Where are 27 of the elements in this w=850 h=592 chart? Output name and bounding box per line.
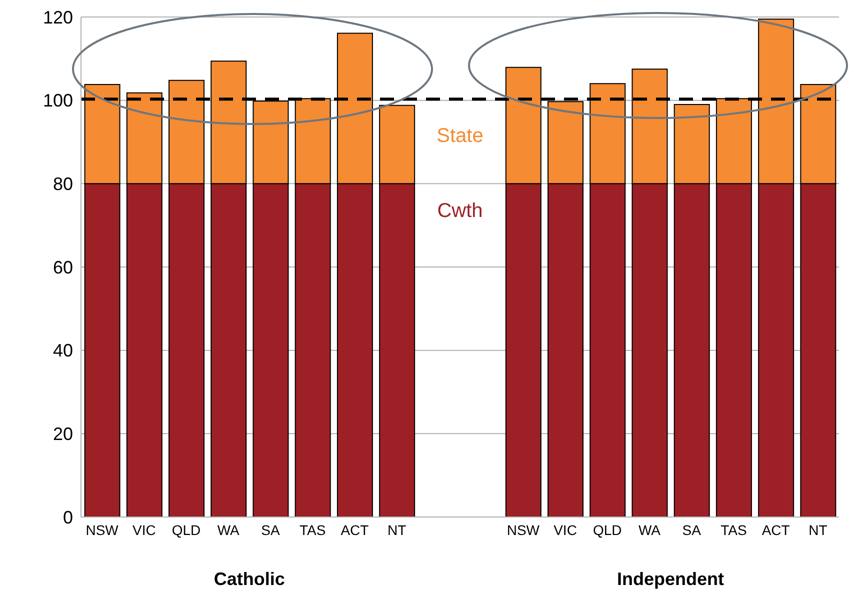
x-tick-label: SA (261, 522, 280, 538)
x-tick-label: TAS (720, 522, 747, 538)
x-tick-label: VIC (554, 522, 577, 538)
series-label: State (436, 125, 484, 147)
y-tick-label: 60 (52, 257, 73, 278)
x-tick-label: ACT (762, 522, 790, 538)
x-tick-label: VIC (132, 522, 156, 538)
x-tick-label: QLD (592, 522, 622, 538)
series-label: Cwth (437, 200, 483, 222)
y-tick-label: 80 (52, 174, 73, 194)
text: Independent (617, 569, 724, 589)
x-tick-label: WA (638, 522, 662, 538)
x-tick-label: NSW (86, 522, 120, 538)
x-tick-label: ACT (340, 522, 370, 538)
y-tick-label: 100 (42, 90, 73, 111)
x-tick-label: TAS (300, 522, 326, 538)
text: Catholic (214, 569, 285, 589)
y-tick-label: 120 (42, 7, 73, 28)
x-tick-label: SA (682, 522, 702, 538)
y-tick-label: 0 (62, 507, 73, 528)
x-tick-label: QLD (172, 522, 201, 538)
x-tick-label: NT (387, 522, 407, 538)
y-tick-label: 20 (52, 424, 73, 444)
y-tick-label: 40 (52, 340, 73, 361)
x-tick-label: NSW (506, 522, 540, 538)
x-tick-label: WA (217, 522, 240, 538)
x-tick-label: NT (808, 522, 828, 538)
